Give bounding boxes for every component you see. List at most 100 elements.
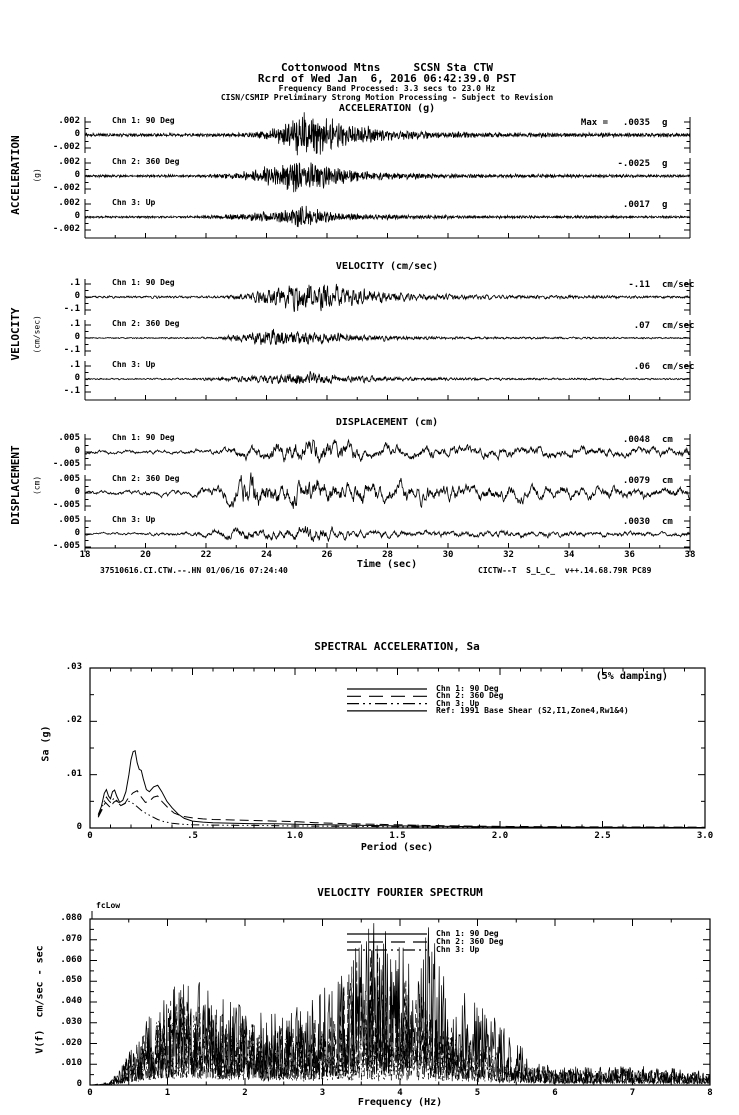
seismic-trace — [84, 438, 691, 464]
y-tick-label: .020 — [60, 1037, 82, 1048]
channel-label: Chn 2: 360 Deg — [112, 157, 180, 166]
seismic-trace — [84, 328, 691, 346]
y-tick-label: -.1 — [63, 345, 80, 355]
sa-legend-label: Ref: 1991 Base Shear (S2,I1,Zone4,Rw1&4) — [436, 705, 629, 715]
station-title: Cottonwood Mtns SCSN Sta CTW — [281, 61, 493, 74]
y-tick-label: .030 — [60, 1016, 82, 1027]
y-tick-label: 0 — [76, 822, 82, 832]
x-tick-label: 38 — [684, 550, 696, 560]
x-tick-label: 2 — [242, 1088, 248, 1098]
y-tick-label: 0 — [74, 129, 80, 139]
fourier-curve — [90, 997, 711, 1086]
displacement-panel-title: DISPLACEMENT (cm) — [335, 417, 439, 428]
fc-low-corner-label: fcLow — [96, 901, 121, 910]
y-tick-label: -.002 — [52, 183, 80, 193]
x-tick-label: 0 — [87, 1088, 93, 1098]
max-value-label: .07 — [633, 321, 650, 331]
max-value-label: -.11 — [628, 280, 650, 290]
sa-legend-label: Chn 3: Up — [436, 698, 480, 708]
max-value-label: .0017 — [622, 200, 650, 210]
y-tick-label: .010 — [60, 1058, 82, 1069]
x-tick-label: 4 — [397, 1088, 403, 1098]
x-tick-label: 1.5 — [389, 831, 406, 841]
max-value-label: .06 — [633, 362, 650, 372]
max-unit-label: cm/sec — [662, 321, 695, 331]
record-datetime: Rcrd of Wed Jan 6, 2016 06:42:39.0 PST — [257, 72, 517, 85]
fourier-legend-label: Chn 2: 360 Deg — [436, 937, 504, 946]
time-axis-label: Time (sec) — [356, 559, 418, 570]
max-unit-label: cm — [662, 517, 673, 527]
max-unit-label: cm/sec — [662, 362, 695, 372]
sa-x-axis-label: Period (sec) — [360, 842, 434, 853]
max-unit-label: g — [662, 118, 668, 128]
x-tick-label: 2.5 — [594, 831, 611, 841]
plot-frame — [89, 667, 706, 829]
x-tick-label: 34 — [563, 550, 575, 560]
max-value-label: .0079 — [622, 476, 650, 486]
channel-label: Chn 3: Up — [112, 515, 156, 524]
y-tick-label: .002 — [58, 116, 80, 126]
x-tick-label: 3.0 — [696, 831, 714, 841]
fourier-x-axis-label: Frequency (Hz) — [357, 1097, 443, 1108]
y-tick-label: .1 — [69, 360, 80, 370]
y-tick-label: .050 — [60, 975, 82, 986]
y-tick-label: .01 — [65, 768, 82, 779]
y-tick-label: .005 — [58, 433, 80, 443]
fourier-plot-title: VELOCITY FOURIER SPECTRUM — [317, 886, 483, 899]
y-tick-label: -.005 — [52, 541, 80, 551]
y-tick-label: .005 — [58, 515, 80, 525]
y-tick-label: .1 — [69, 278, 80, 288]
x-tick-label: 8 — [707, 1088, 713, 1098]
fourier-curve — [90, 950, 711, 1086]
y-tick-label: .1 — [69, 319, 80, 329]
y-tick-label: .005 — [58, 474, 80, 484]
max-unit-label: cm/sec — [662, 280, 695, 290]
y-tick-label: 0 — [76, 1079, 82, 1089]
max-prefix-label: Max = — [580, 118, 608, 128]
x-tick-label: 1.0 — [286, 831, 304, 841]
y-tick-label: .002 — [58, 198, 80, 208]
max-unit-label: g — [662, 159, 668, 169]
seismic-trace — [84, 205, 691, 228]
sa-legend-label: Chn 1: 90 Deg — [436, 684, 499, 693]
sa-legend-label: Chn 2: 360 Deg — [436, 691, 504, 701]
y-tick-label: 0 — [74, 291, 80, 301]
channel-label: Chn 2: 360 Deg — [112, 474, 180, 483]
displacement-axis-unit: (cm) — [32, 475, 42, 496]
x-tick-label: 20 — [140, 550, 151, 560]
y-tick-label: 0 — [74, 211, 80, 221]
y-tick-label: .060 — [60, 954, 82, 965]
x-tick-label: 2.0 — [491, 831, 509, 841]
max-unit-label: cm — [662, 476, 673, 486]
y-tick-label: .002 — [58, 157, 80, 167]
y-tick-label: 0 — [74, 332, 80, 342]
channel-label: Chn 1: 90 Deg — [112, 433, 175, 442]
y-tick-label: -.002 — [52, 224, 80, 234]
y-tick-label: 0 — [74, 373, 80, 383]
channel-label: Chn 1: 90 Deg — [112, 278, 175, 287]
x-tick-label: 18 — [79, 550, 91, 560]
processing-id-footer: CICTW--T S_L_C_ v++.14.68.79R PC89 — [478, 566, 652, 575]
record-id-footer: 37510616.CI.CTW.--.HN 01/06/16 07:24:40 — [100, 566, 288, 575]
sa-curve — [97, 790, 706, 828]
damping-note: (5% damping) — [595, 671, 668, 682]
y-tick-label: -.1 — [63, 386, 80, 396]
y-tick-label: 0 — [74, 528, 80, 538]
velocity-panel-title: VELOCITY (cm/sec) — [335, 261, 439, 272]
x-tick-label: 28 — [382, 550, 393, 560]
max-value-label: .0048 — [622, 435, 650, 445]
x-tick-label: 24 — [261, 550, 272, 560]
y-tick-label: 0 — [74, 487, 80, 497]
y-tick-label: .02 — [65, 715, 82, 726]
y-tick-label: 0 — [74, 446, 80, 456]
x-tick-label: 7 — [629, 1088, 636, 1098]
max-unit-label: g — [662, 200, 668, 210]
y-tick-label: -.1 — [63, 304, 80, 314]
displacement-axis-label: DISPLACEMENT — [8, 445, 22, 525]
y-tick-label: .070 — [60, 933, 82, 944]
sa-plot-title: SPECTRAL ACCELERATION, Sa — [314, 640, 480, 653]
channel-label: Chn 2: 360 Deg — [112, 319, 180, 328]
y-tick-label: .080 — [60, 913, 82, 923]
x-tick-label: 32 — [503, 550, 514, 560]
